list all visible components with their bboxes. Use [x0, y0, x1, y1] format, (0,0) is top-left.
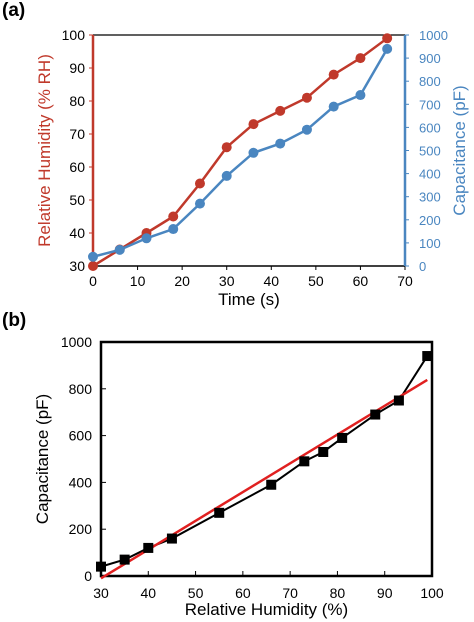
x-tick-label: 40 — [140, 585, 156, 601]
x-tick-label: 10 — [130, 273, 146, 289]
capacitance-vs-rh-marker — [422, 351, 433, 362]
x-tick-label: 70 — [282, 585, 298, 601]
right-y-tick-label: 100 — [419, 236, 441, 251]
right-y-tick-label: 0 — [419, 259, 426, 274]
capacitance-data-point — [88, 251, 98, 262]
x-tick-label: 40 — [263, 273, 279, 289]
panel-label-a: (a) — [2, 0, 25, 21]
x-tick-label: 60 — [235, 585, 251, 601]
humidity-data-point — [275, 105, 286, 116]
capacitance-data-point — [194, 198, 205, 209]
panel-b: (b) 30 40 50 60 70 80 90 100 Relative Humidity (%… — [2, 310, 444, 619]
capacitance-data-point — [221, 170, 232, 181]
capacitance-data-point — [301, 124, 312, 135]
humidity-data-point — [382, 33, 393, 44]
x-tick-label: 80 — [330, 585, 346, 601]
x-tick-label: 50 — [188, 585, 204, 601]
capacitance-vs-rh-line — [100, 355, 429, 568]
capacitance-data-point — [168, 224, 179, 235]
humidity-series-line — [92, 37, 388, 268]
x-tick-label: 0 — [89, 273, 97, 289]
capacitance-data-point — [248, 147, 259, 158]
y-tick-label: 600 — [69, 428, 93, 444]
capacitance-series-line — [92, 48, 389, 258]
left-y-tick-label: 100 — [62, 27, 86, 43]
capacitance-vs-rh-marker — [299, 456, 310, 467]
right-y-tick-label: 300 — [419, 190, 441, 205]
humidity-data-point — [88, 261, 98, 271]
left-y-axis-title: Relative Humidity (% RH) — [35, 54, 54, 247]
plot-frame — [99, 340, 434, 578]
y-tick-label: 200 — [69, 521, 93, 537]
capacitance-vs-rh-marker — [318, 446, 329, 457]
x-tick-label: 50 — [308, 273, 324, 289]
right-y-tick-label: 1000 — [419, 28, 448, 43]
left-y-tick-label: 80 — [69, 93, 85, 109]
capacitance-data-point — [382, 43, 393, 54]
y-tick-label: 800 — [69, 381, 93, 397]
x-tick-label: 30 — [93, 585, 109, 601]
right-y-tick-label: 800 — [419, 74, 441, 89]
capacitance-vs-rh-marker — [337, 432, 348, 443]
capacitance-vs-rh-marker — [266, 479, 277, 490]
right-y-tick-label: 400 — [419, 167, 441, 182]
x-tick-label: 60 — [353, 273, 369, 289]
capacitance-data-point — [114, 244, 125, 255]
y-tick-label: 1000 — [61, 334, 92, 350]
capacitance-vs-rh-marker — [393, 395, 404, 406]
capacitance-vs-rh-marker — [166, 533, 177, 544]
right-y-tick-label: 500 — [419, 144, 441, 159]
capacitance-data-point — [355, 90, 366, 101]
y-tick-label: 400 — [69, 474, 93, 490]
humidity-data-point — [328, 69, 339, 80]
y-axis-title: Capacitance (pF) — [33, 394, 52, 524]
x-tick-label: 30 — [219, 273, 235, 289]
x-tick-label: 100 — [420, 585, 444, 601]
humidity-data-point — [168, 211, 179, 222]
x-axis-title: Time (s) — [218, 290, 280, 309]
capacitance-data-point — [275, 138, 286, 149]
capacitance-vs-rh-marker — [370, 409, 381, 420]
capacitance-data-point — [328, 101, 339, 112]
left-y-tick-label: 50 — [69, 192, 85, 208]
capacitance-vs-rh-marker — [119, 554, 130, 565]
capacitance-vs-rh-marker — [96, 561, 106, 572]
panel-label-b: (b) — [2, 310, 26, 331]
humidity-data-point — [221, 142, 232, 153]
humidity-data-point — [248, 119, 259, 130]
right-y-tick-label: 200 — [419, 213, 441, 228]
left-y-tick-label: 40 — [69, 225, 85, 241]
right-y-tick-label: 700 — [419, 97, 441, 112]
capacitance-vs-rh-marker — [143, 542, 154, 553]
humidity-data-point — [301, 92, 312, 103]
right-y-tick-label: 900 — [419, 51, 441, 66]
x-axis-title: Relative Humidity (%) — [185, 600, 348, 619]
x-tick-label: 70 — [397, 273, 413, 289]
left-y-tick-label: 70 — [69, 126, 85, 142]
capacitance-data-point — [141, 233, 152, 244]
right-y-tick-label: 600 — [419, 120, 441, 135]
x-tick-label: 90 — [377, 585, 393, 601]
left-y-tick-label: 30 — [69, 258, 85, 274]
left-y-tick-label: 60 — [69, 159, 85, 175]
humidity-data-point — [194, 178, 205, 189]
x-tick-label: 20 — [174, 273, 190, 289]
capacitance-vs-rh-marker — [214, 507, 225, 518]
humidity-data-point — [355, 53, 366, 64]
left-y-tick-label: 90 — [69, 60, 85, 76]
right-y-axis-title: Capacitance (pF) — [450, 85, 469, 215]
y-tick-label: 0 — [84, 568, 92, 584]
